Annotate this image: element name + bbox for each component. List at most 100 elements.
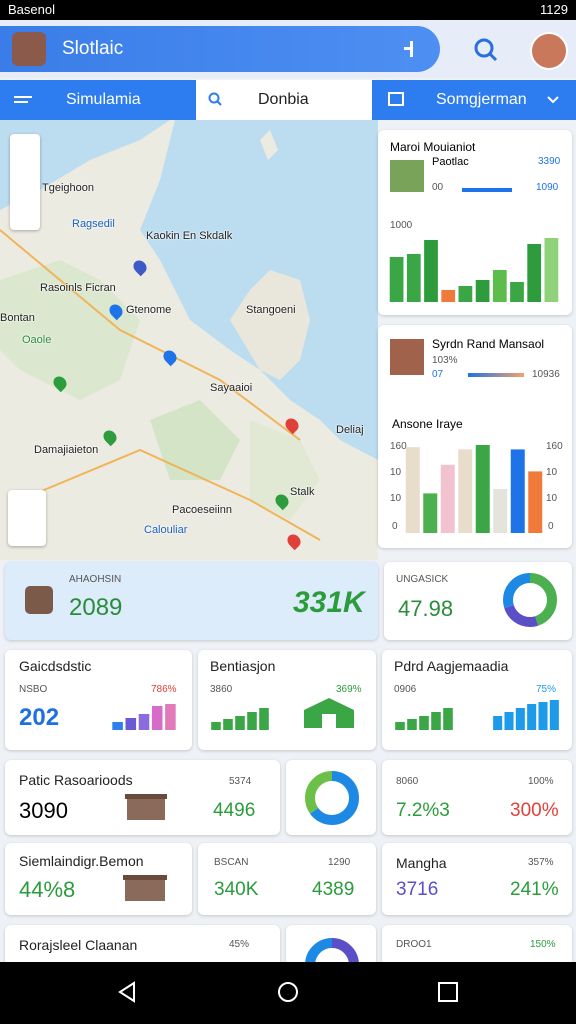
card-title: Mangha	[396, 855, 447, 871]
nav-bar	[0, 962, 576, 1024]
status-bar: Basenol 1129	[0, 0, 576, 20]
kpi-card: UNGASICK 47.98	[384, 562, 572, 640]
card-value: 4496	[213, 800, 256, 821]
bar	[223, 719, 233, 730]
map-controls[interactable]	[10, 134, 40, 230]
card-pct: 150%	[530, 939, 556, 950]
search-pill[interactable]	[0, 26, 440, 72]
bar	[458, 286, 473, 302]
card: Pdrd Aagjemaadia 0906 75%	[382, 650, 572, 750]
tab[interactable]: Donbia	[258, 91, 309, 108]
card-sub: BSCAN	[214, 857, 249, 868]
bar	[544, 238, 559, 302]
bar-chart	[211, 708, 269, 730]
map-label: Rasoinls Ficran	[40, 282, 116, 294]
bar	[407, 719, 417, 730]
card-sub: 8060	[396, 776, 419, 787]
home-button[interactable]	[276, 980, 300, 1004]
bar	[515, 708, 525, 730]
y-tick-label: 160	[390, 441, 407, 452]
bar	[493, 489, 508, 533]
card-sub: NSBO	[19, 684, 48, 695]
kpi-change: 331K	[293, 586, 365, 619]
building-icon	[125, 794, 167, 820]
tab[interactable]: Somgjerman	[436, 91, 527, 108]
card-title: Patic Rasoarioods	[19, 772, 133, 788]
icon	[25, 586, 53, 614]
card-value: 4389	[312, 879, 355, 900]
stat: 07	[432, 369, 444, 380]
card-pct: 5374	[229, 776, 252, 787]
bar	[125, 718, 137, 730]
search-icon[interactable]	[472, 36, 500, 64]
map-label: Damajiaieton	[34, 444, 99, 456]
status-text: Basenol	[8, 2, 55, 17]
bar-chart	[395, 708, 453, 730]
avatar[interactable]	[12, 32, 46, 66]
card: Bentiasjon 3860 369%	[198, 650, 376, 750]
bar	[475, 280, 490, 302]
map-label: Ragsedil	[72, 218, 115, 230]
menu-icon[interactable]	[14, 92, 34, 108]
map[interactable]: Tgeighoon Ragsedil Kaokin En Skdalk Raso…	[0, 120, 378, 560]
map-label: Pacoeseiinn	[172, 504, 232, 516]
profile-avatar[interactable]	[530, 32, 568, 70]
map-label: Oaole	[22, 334, 52, 346]
card-value: 3716	[396, 879, 439, 900]
bar	[510, 282, 524, 302]
card: BSCAN 1290 340K 4389	[198, 843, 376, 915]
tab[interactable]: Simulamia	[66, 91, 141, 108]
stat: 00	[432, 182, 444, 193]
y-tick-label: 10	[546, 493, 558, 504]
bar-chart	[389, 238, 559, 302]
y-tick-label: 10	[390, 467, 402, 478]
card-value: 7.2%3	[396, 800, 450, 821]
card: Gaicdsdstic NSBO 786% 202	[5, 650, 192, 750]
card-title: Rorajsleel Claanan	[19, 937, 138, 953]
card-value: 202	[19, 704, 60, 731]
back-button[interactable]	[116, 980, 140, 1004]
panel: Syrdn Rand Mansaol 103% 07 10936 Ansone …	[378, 325, 572, 548]
card-title: Bentiasjon	[210, 658, 276, 674]
kpi-label: AHAOHSIN	[69, 574, 122, 585]
bar	[406, 254, 421, 302]
chevron[interactable]	[546, 94, 560, 106]
y-tick-label: 0	[392, 521, 398, 532]
map-label: Bontan	[0, 312, 35, 324]
bar	[112, 722, 123, 730]
tab-selected[interactable]	[196, 80, 372, 120]
bar-chart	[405, 445, 543, 533]
card-pct: 369%	[336, 684, 362, 695]
y-tick-label: 160	[546, 441, 563, 452]
icon[interactable]	[400, 38, 424, 62]
bar	[527, 704, 537, 730]
card-value: 241%	[510, 879, 559, 900]
card-pct: 786%	[151, 684, 177, 695]
bar	[424, 240, 438, 302]
map-label: Gtenome	[126, 304, 172, 316]
donut-chart	[503, 573, 557, 627]
card-pct: 357%	[528, 857, 554, 868]
panel-title: Syrdn Rand Mansaol	[432, 337, 545, 351]
zoom-control[interactable]	[8, 490, 46, 546]
map-label: Sayaaioi	[210, 382, 253, 394]
card: Patic Rasoarioods 3090 5374 4496	[5, 760, 280, 835]
progress	[468, 373, 524, 377]
recents-button[interactable]	[436, 980, 460, 1004]
bar	[151, 706, 163, 730]
bar	[405, 447, 420, 533]
clock: 1129	[540, 2, 568, 17]
donut-chart	[305, 771, 359, 825]
kpi-label: UNGASICK	[396, 574, 449, 585]
bar	[259, 708, 269, 730]
bar	[431, 712, 441, 730]
y-tick-label: 0	[548, 521, 554, 532]
donut-segment	[503, 573, 557, 627]
bar	[443, 708, 453, 730]
kpi-value: 2089	[69, 594, 123, 621]
bar	[138, 714, 150, 730]
bar	[538, 702, 548, 730]
card: Siemlaindigr.Bemon 44%8	[5, 843, 192, 915]
kpi-card: AHAOHSIN 2089 331K	[5, 562, 378, 640]
donut-segment	[305, 771, 359, 825]
